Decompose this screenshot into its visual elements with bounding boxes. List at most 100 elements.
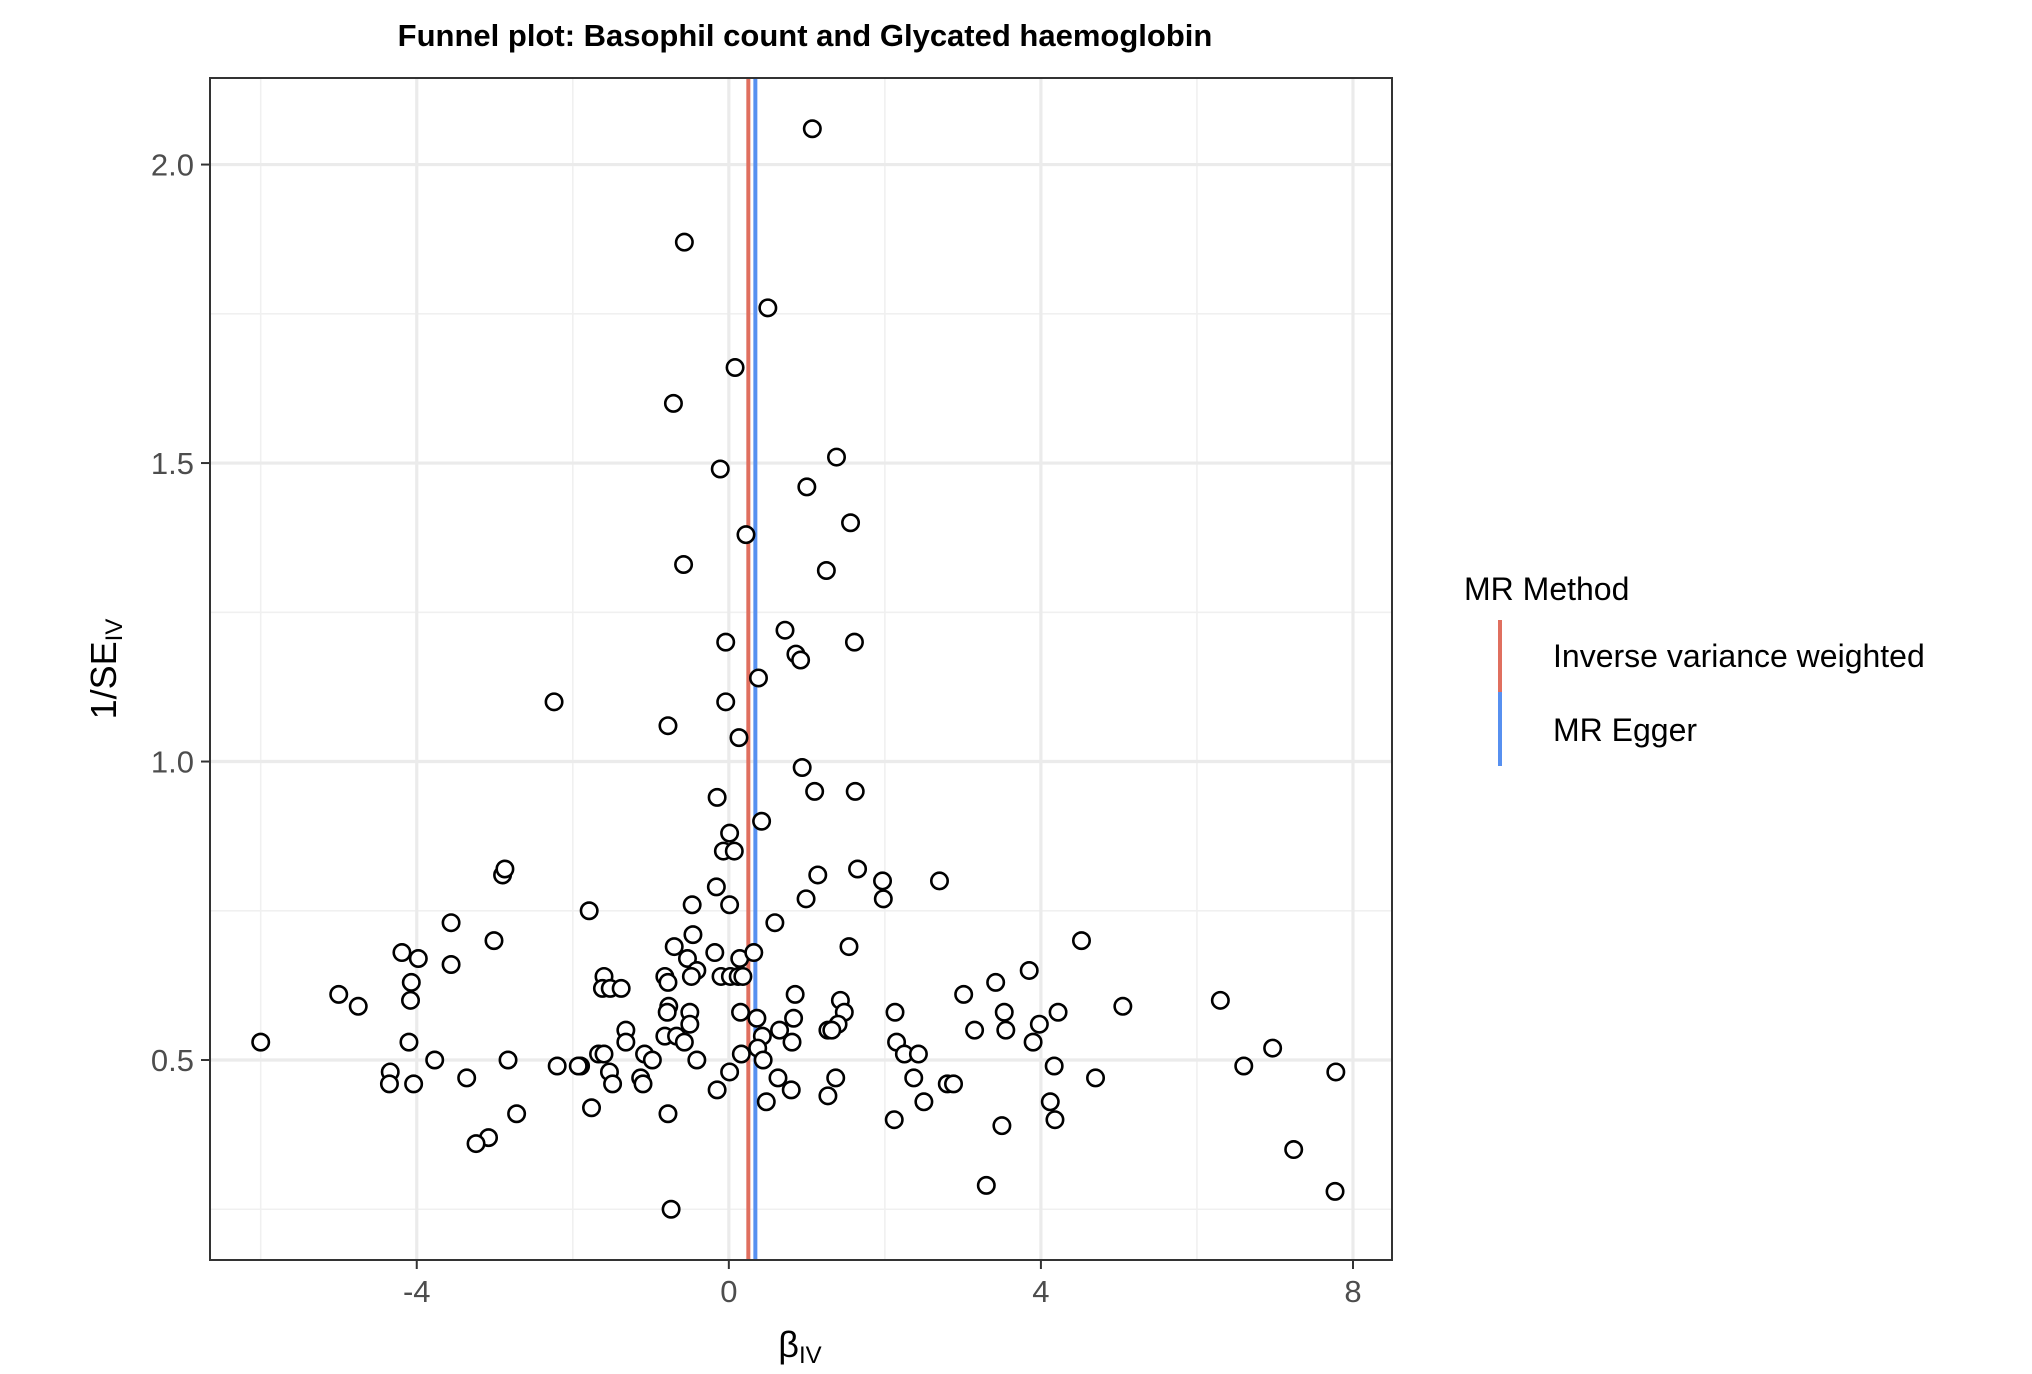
data-point (845, 781, 865, 801)
x-axis-title-symbol: β (778, 1324, 799, 1365)
data-point (1234, 1056, 1254, 1076)
data-point (992, 1116, 1012, 1136)
legend-title: MR Method (1464, 571, 1629, 607)
data-point (805, 781, 825, 801)
data-point (251, 1032, 271, 1052)
data-point (844, 632, 864, 652)
data-point (873, 871, 893, 891)
x-axis: -4 0 4 8 (403, 1260, 1362, 1309)
data-point (782, 1032, 802, 1052)
data-point (885, 1002, 905, 1022)
legend: MR Method Inverse variance weighted MR E… (1464, 571, 1925, 766)
minor-gridlines (210, 78, 1392, 1260)
data-point (792, 757, 812, 777)
data-point (752, 811, 772, 831)
data-point (674, 232, 694, 252)
data-point (611, 978, 631, 998)
data-point (633, 1074, 653, 1094)
data-point (1113, 996, 1133, 1016)
data-point (495, 859, 515, 879)
data-point (663, 393, 683, 413)
data-point (664, 937, 684, 957)
data-point (674, 1032, 694, 1052)
data-point (484, 931, 504, 951)
data-point (797, 477, 817, 497)
data-point (733, 966, 753, 986)
data-point (716, 692, 736, 712)
data-point (544, 692, 564, 712)
data-point (687, 1050, 707, 1070)
data-point (466, 1134, 486, 1154)
data-point (1326, 1062, 1346, 1082)
legend-label-mr-egger: MR Egger (1553, 712, 1697, 748)
data-point (594, 1044, 614, 1064)
data-point (658, 972, 678, 992)
data-point (1086, 1068, 1106, 1088)
data-point (408, 949, 428, 969)
y-tick-label: 1.0 (151, 745, 194, 780)
data-point (1045, 1110, 1065, 1130)
data-point (994, 1002, 1014, 1022)
data-point (707, 1080, 727, 1100)
data-point (705, 943, 725, 963)
data-point (808, 865, 828, 885)
chart-title: Funnel plot: Basophil count and Glycated… (398, 18, 1213, 53)
data-point (731, 1002, 751, 1022)
data-point (683, 925, 703, 945)
data-point (731, 1044, 751, 1064)
data-point (884, 1110, 904, 1130)
data-point (720, 895, 740, 915)
data-point (425, 1050, 445, 1070)
data-point (729, 728, 749, 748)
data-point (498, 1050, 518, 1070)
data-point (758, 298, 778, 318)
y-axis: 0.5 1.0 1.5 2.0 (151, 148, 210, 1078)
data-point (1023, 1032, 1043, 1052)
data-point (765, 913, 785, 933)
plot-panel (209, 77, 1393, 1261)
data-point (965, 1020, 985, 1040)
data-point (706, 877, 726, 897)
data-point (826, 1068, 846, 1088)
data-point (401, 972, 421, 992)
data-point (642, 1050, 662, 1070)
data-point (547, 1056, 567, 1076)
data-point (657, 1002, 677, 1022)
data-point (682, 895, 702, 915)
data-point (1210, 990, 1230, 1010)
data-point (775, 620, 795, 640)
data-point (661, 1199, 681, 1219)
data-point (904, 1068, 924, 1088)
data-point (736, 525, 756, 545)
data-point (658, 1104, 678, 1124)
data-point (720, 823, 740, 843)
data-point (379, 1074, 399, 1094)
data-point (582, 1098, 602, 1118)
data-point (944, 1074, 964, 1094)
data-point (848, 859, 868, 879)
data-point (681, 966, 701, 986)
data-point (822, 1020, 842, 1040)
data-point (348, 996, 368, 1016)
data-point (744, 943, 764, 963)
data-point (747, 1008, 767, 1028)
data-point (873, 889, 893, 909)
data-point (725, 358, 745, 378)
data-point (1325, 1181, 1345, 1201)
data-point (816, 560, 836, 580)
data-point (1284, 1140, 1304, 1160)
data-point (720, 1062, 740, 1082)
data-point (1071, 931, 1091, 951)
data-points (251, 119, 1346, 1219)
data-point (658, 716, 678, 736)
data-point (674, 555, 694, 575)
data-point (929, 871, 949, 891)
data-point (908, 1044, 928, 1064)
data-point (785, 984, 805, 1004)
data-point (1029, 1014, 1049, 1034)
data-point (818, 1086, 838, 1106)
legend-label-ivw: Inverse variance weighted (1553, 638, 1925, 674)
y-tick-label: 1.5 (151, 446, 194, 481)
data-point (507, 1104, 527, 1124)
